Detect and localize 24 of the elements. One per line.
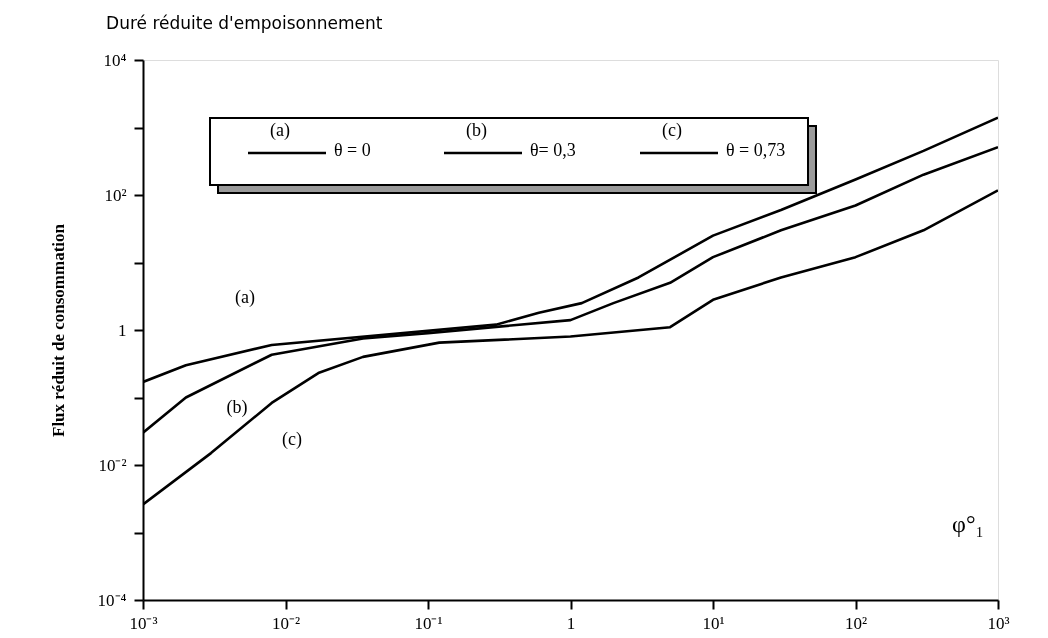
y-tick-label: 10⁻² — [98, 455, 127, 475]
annotation: (b) — [226, 397, 248, 418]
legend-label: θ= 0,3 — [530, 140, 576, 160]
x-tick-label: 10³ — [987, 613, 1010, 633]
chart-title: Duré réduite d'empoisonnement — [106, 13, 383, 33]
y-tick-label: 10² — [104, 185, 127, 205]
annotation: (c) — [282, 429, 302, 450]
text: (a) — [270, 120, 290, 140]
x-tick-label: 10⁻³ — [129, 613, 158, 633]
text: (b) — [466, 120, 487, 140]
x-tick-label: 1 — [566, 613, 576, 633]
text: (c) — [662, 120, 682, 140]
legend-label: θ = 0 — [334, 140, 371, 160]
y-tick-label: 1 — [118, 320, 127, 340]
x-tick-label: 10⁻¹ — [414, 613, 443, 633]
x-axis-title: φ°₁ — [952, 511, 984, 537]
y-tick-label: 10⁴ — [103, 50, 127, 70]
x-tick-label: 10¹ — [702, 613, 725, 633]
y-axis-title: Flux réduit de consommation — [48, 223, 68, 437]
x-tick-label: 10⁻² — [271, 613, 301, 633]
y-tick-label: 10⁻⁴ — [97, 590, 127, 610]
annotation: (a) — [235, 287, 255, 308]
x-tick-label: 10² — [844, 613, 868, 633]
legend-label: θ = 0,73 — [726, 140, 786, 160]
